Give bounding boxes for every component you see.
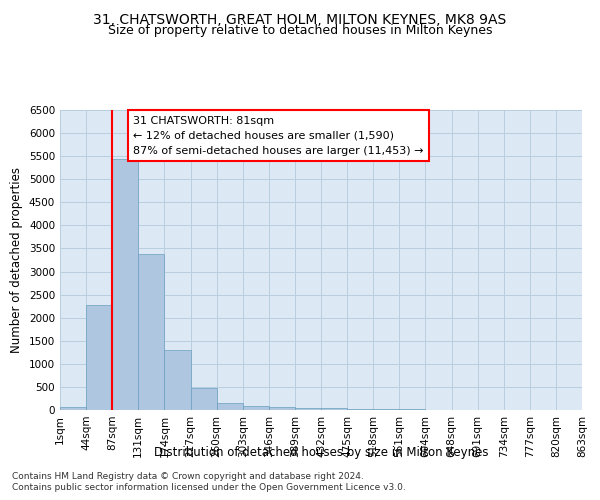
Text: Distribution of detached houses by size in Milton Keynes: Distribution of detached houses by size … — [154, 446, 488, 459]
Bar — [139, 254, 164, 410]
Bar — [164, 350, 191, 410]
Bar — [243, 406, 269, 410]
Bar — [191, 388, 217, 410]
Bar — [60, 406, 86, 410]
Bar — [373, 409, 400, 410]
Bar — [112, 160, 139, 410]
Text: Contains public sector information licensed under the Open Government Licence v3: Contains public sector information licen… — [12, 484, 406, 492]
Bar — [295, 408, 321, 410]
Bar — [269, 408, 295, 410]
Text: 31 CHATSWORTH: 81sqm
← 12% of detached houses are smaller (1,590)
87% of semi-de: 31 CHATSWORTH: 81sqm ← 12% of detached h… — [133, 116, 424, 156]
Text: Size of property relative to detached houses in Milton Keynes: Size of property relative to detached ho… — [108, 24, 492, 37]
Y-axis label: Number of detached properties: Number of detached properties — [10, 167, 23, 353]
Bar — [321, 408, 347, 410]
Text: Contains HM Land Registry data © Crown copyright and database right 2024.: Contains HM Land Registry data © Crown c… — [12, 472, 364, 481]
Bar — [347, 409, 373, 410]
Bar — [86, 305, 112, 410]
Text: 31, CHATSWORTH, GREAT HOLM, MILTON KEYNES, MK8 9AS: 31, CHATSWORTH, GREAT HOLM, MILTON KEYNE… — [94, 12, 506, 26]
Bar — [217, 402, 243, 410]
